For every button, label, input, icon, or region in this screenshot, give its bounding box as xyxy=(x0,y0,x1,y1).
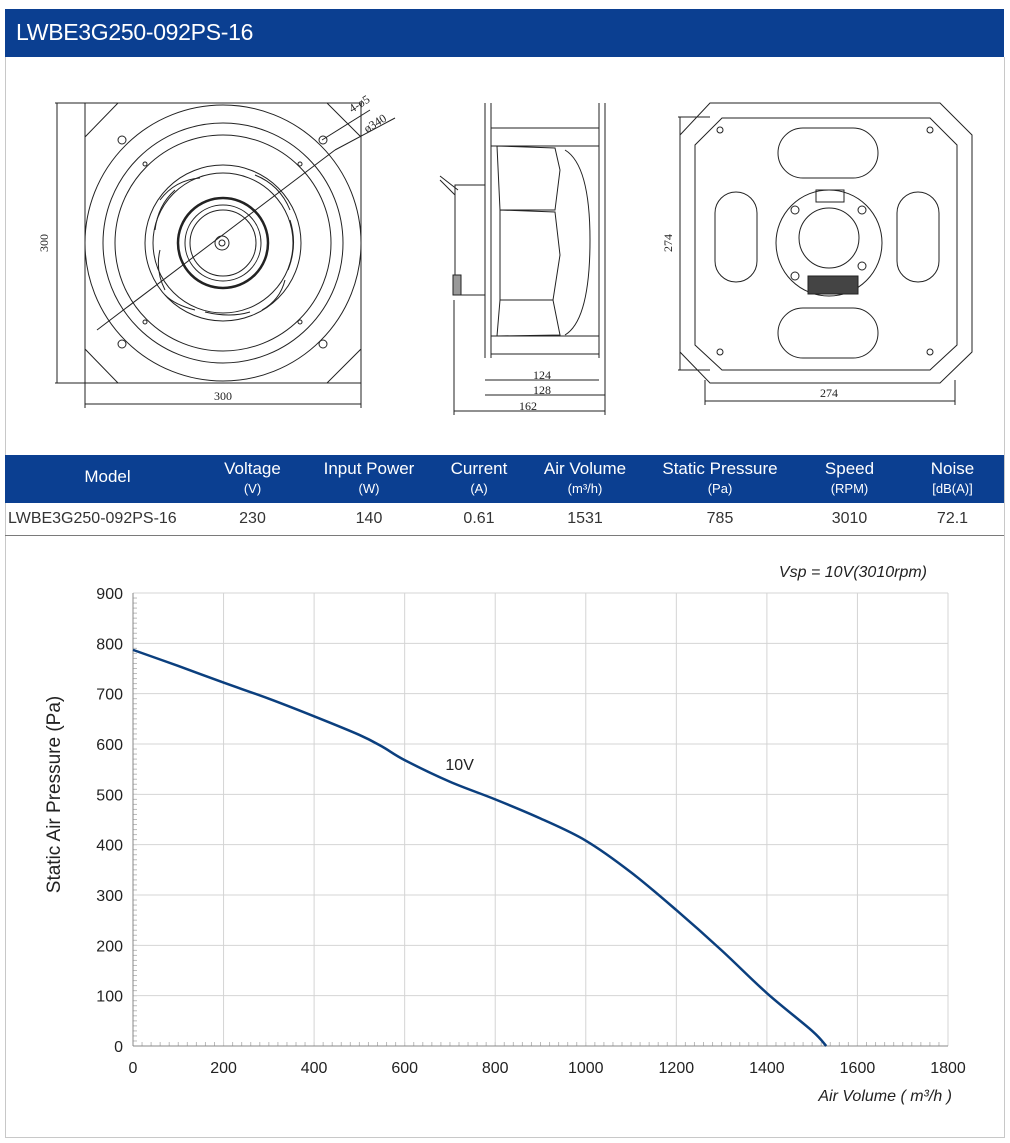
y-tick-label: 200 xyxy=(96,938,123,955)
x-tick-label: 800 xyxy=(482,1060,509,1077)
y-tick-label: 600 xyxy=(96,737,123,754)
holes-label: 4-ø5 xyxy=(346,92,372,116)
x-tick-label: 600 xyxy=(391,1060,418,1077)
back-view-drawing xyxy=(678,102,973,405)
spec-table-header: Model Voltage (V) Input Power (W) Current(… xyxy=(5,455,1004,503)
y-tick-label: 700 xyxy=(96,687,123,704)
cell-model: LWBE3G250-092PS-16 xyxy=(8,510,177,527)
x-tick-label: 0 xyxy=(129,1060,138,1077)
side-dim-124: 124 xyxy=(533,368,551,382)
header-voltage: Voltage (V) xyxy=(224,459,281,496)
y-tick-label: 100 xyxy=(96,989,123,1006)
front-height-dim: 300 xyxy=(37,234,51,252)
x-tick-label: 1400 xyxy=(749,1060,785,1077)
series-label: 10V xyxy=(445,757,474,774)
cell-static-pressure: 785 xyxy=(706,510,734,527)
x-tick-label: 200 xyxy=(210,1060,237,1077)
back-height-dim: 274 xyxy=(661,234,675,252)
x-tick-label: 1000 xyxy=(568,1060,604,1077)
content-frame xyxy=(5,57,1005,1138)
page-title: LWBE3G250-092PS-16 xyxy=(16,19,254,45)
table-row: LWBE3G250-092PS-16 230 140 0.61 1531 785… xyxy=(5,503,1004,536)
x-tick-label: 1800 xyxy=(930,1060,966,1077)
y-tick-label: 800 xyxy=(96,636,123,653)
header-model: Model xyxy=(84,467,131,486)
cell-input-power: 140 xyxy=(355,510,383,527)
side-dim-128: 128 xyxy=(533,383,551,397)
front-view-drawing xyxy=(55,102,396,408)
technical-drawings: 300 300 4-ø5 ø340 124 128 162 xyxy=(37,92,973,415)
cell-current: 0.61 xyxy=(463,510,495,527)
cell-speed: 3010 xyxy=(831,510,868,527)
y-tick-label: 400 xyxy=(96,838,123,855)
x-tick-label: 1600 xyxy=(840,1060,876,1077)
side-dim-162: 162 xyxy=(519,399,537,413)
y-tick-label: 0 xyxy=(114,1039,123,1056)
y-axis-label: Static Air Pressure (Pa) xyxy=(44,696,65,893)
side-view-drawing xyxy=(439,103,606,415)
header-speed: Speed (RPM) xyxy=(824,459,875,496)
cell-voltage: 230 xyxy=(239,510,266,527)
series-line-10V xyxy=(132,648,828,1047)
x-axis-label: Air Volume ( m³/h ) xyxy=(817,1088,952,1105)
back-width-dim: 274 xyxy=(820,386,838,400)
header-static-pressure: Static Pressure (Pa) xyxy=(662,459,778,496)
y-tick-label: 900 xyxy=(96,586,123,603)
x-tick-label: 400 xyxy=(301,1060,328,1077)
y-tick-label: 500 xyxy=(96,787,123,804)
chart-annotation: Vsp = 10V(3010rpm) xyxy=(779,564,927,581)
diameter-label: ø340 xyxy=(361,111,389,136)
cell-air-volume: 1531 xyxy=(567,510,603,527)
header-input-power: Input Power (W) xyxy=(323,459,415,496)
x-tick-label: 1200 xyxy=(659,1060,695,1077)
spec-table: Model Voltage (V) Input Power (W) Current(… xyxy=(5,455,1004,536)
performance-chart: 0 200 400 600 800 1000 1200 1400 1600 1800 0 100 200… xyxy=(44,564,966,1105)
header-air-volume: Air Volume (m³/h) xyxy=(543,459,627,496)
header-noise: Noise [dB(A)] xyxy=(930,459,975,496)
y-tick-label: 300 xyxy=(96,888,123,905)
front-width-dim: 300 xyxy=(214,389,232,403)
title-bar: LWBE3G250-092PS-16 xyxy=(5,9,1004,57)
cell-noise: 72.1 xyxy=(936,510,969,527)
header-current: Current (A) xyxy=(450,459,508,496)
